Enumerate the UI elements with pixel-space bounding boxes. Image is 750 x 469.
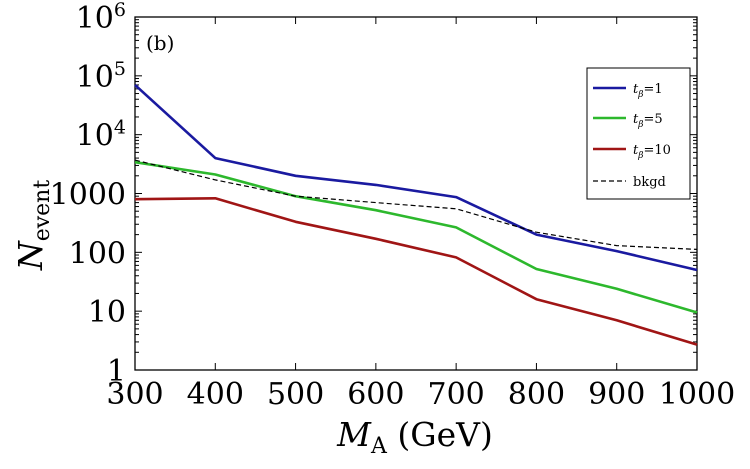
- series-line-t-1: [134, 83, 698, 272]
- series-line-bkgd: [134, 159, 698, 250]
- y-axis-label: Nevent: [11, 180, 55, 272]
- y-tick-label: 10: [88, 295, 126, 330]
- x-tick-label: 400: [187, 377, 244, 412]
- x-tick-label: 600: [347, 377, 404, 412]
- legend-label: tβ=5: [633, 112, 663, 130]
- y-tick-label: 104: [76, 117, 126, 154]
- x-axis-label: MA (GeV): [336, 415, 493, 459]
- legend: tβ=1 tβ=5 tβ=10 bkgd: [593, 82, 671, 190]
- x-tick-labels: 300 400 500 600 700 800 900 1000: [106, 377, 735, 412]
- x-tick-label: 700: [428, 377, 485, 412]
- x-tick-label: 900: [588, 377, 645, 412]
- legend-label: tβ=10: [633, 143, 671, 161]
- y-tick-label: 100: [69, 236, 126, 271]
- x-tick-label: 1000: [659, 377, 735, 412]
- series-lines: [134, 83, 698, 346]
- x-tick-label: 300: [106, 377, 163, 412]
- legend-label: tβ=1: [633, 82, 663, 100]
- series-line-t-10: [134, 197, 698, 346]
- legend-box: [586, 67, 691, 200]
- y-tick-label: 1: [107, 354, 126, 389]
- y-tick-label: 106: [76, 0, 126, 36]
- tick-marks: [134, 17, 698, 371]
- x-tick-label: 800: [508, 377, 565, 412]
- y-tick-labels: 1 10 100 1000 104 105 106: [50, 0, 126, 389]
- legend-label: bkgd: [633, 175, 666, 190]
- series-line-t-5: [134, 160, 698, 314]
- panel-label: (b): [146, 31, 174, 55]
- y-tick-label: 105: [76, 58, 126, 95]
- y-tick-label: 1000: [50, 178, 126, 213]
- x-tick-label: 500: [267, 377, 324, 412]
